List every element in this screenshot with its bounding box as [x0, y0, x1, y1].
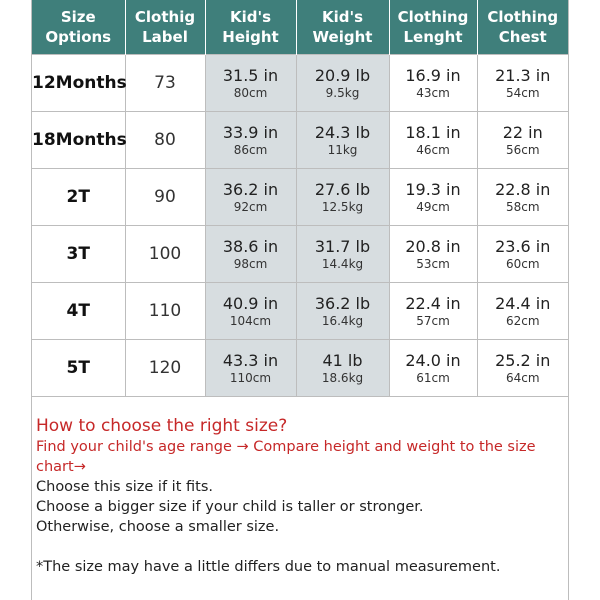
height-cell: 33.9 in 86cm: [204, 111, 297, 169]
guide-line-bigger: Choose a bigger size if your child is ta…: [36, 499, 424, 515]
clothing-label-cell: 100: [124, 225, 206, 283]
guide-step-1-continued: chart→: [36, 459, 86, 475]
weight-cell: 36.2 lb 16.4kg: [295, 282, 390, 340]
header-kids-height: Kid's Height: [204, 0, 296, 55]
height-cell: 43.3 in 110cm: [204, 339, 297, 397]
weight-cell: 31.7 lb 14.4kg: [295, 225, 390, 283]
clothing-label-cell: 120: [124, 339, 206, 397]
size-guide: How to choose the right size? Find your …: [36, 415, 566, 592]
clothing-label-cell: 73: [124, 54, 206, 112]
header-kids-weight: Kid's Weight: [295, 0, 389, 55]
weight-cell: 20.9 lb 9.5kg: [295, 54, 390, 112]
size-option-cell: 2T: [32, 168, 126, 226]
length-cell: 20.8 in 53cm: [388, 225, 478, 283]
table-row: 3T 100 38.6 in 98cm 31.7 lb 14.4kg 20.8 in…: [32, 225, 568, 283]
length-cell: 19.3 in 49cm: [388, 168, 478, 226]
header-clothing-label: Clothig Label: [124, 0, 205, 55]
size-option-cell: 18Months: [32, 111, 127, 169]
guide-line-fits: Choose this size if it fits.: [36, 479, 213, 495]
header-clothing-chest: Clothing Chest: [476, 0, 568, 55]
header-clothing-length: Clothing Lenght: [388, 0, 477, 55]
length-cell: 24.0 in 61cm: [388, 339, 478, 397]
table-row: 12Months 73 31.5 in 80cm 20.9 lb 9.5kg 16.…: [32, 54, 568, 112]
chest-cell: 21.3 in 54cm: [476, 54, 568, 112]
header-size-options: Size Options: [32, 0, 125, 55]
guide-step-1: Find your child's age range → Compare he…: [36, 439, 536, 455]
size-option-cell: 4T: [32, 282, 126, 340]
clothing-label-cell: 80: [124, 111, 206, 169]
height-cell: 40.9 in 104cm: [204, 282, 297, 340]
guide-title: How to choose the right size?: [36, 416, 288, 436]
header-row: Size Options Clothig Label Kid's Height Kid…: [32, 0, 568, 55]
chest-cell: 22.8 in 58cm: [476, 168, 568, 226]
length-cell: 16.9 in 43cm: [388, 54, 478, 112]
chest-cell: 25.2 in 64cm: [476, 339, 568, 397]
height-cell: 31.5 in 80cm: [204, 54, 297, 112]
clothing-label-cell: 110: [124, 282, 206, 340]
chest-cell: 23.6 in 60cm: [476, 225, 568, 283]
length-cell: 18.1 in 46cm: [388, 111, 478, 169]
table-row: 4T 110 40.9 in 104cm 36.2 lb 16.4kg 22.4 i…: [32, 282, 568, 340]
height-cell: 36.2 in 92cm: [204, 168, 297, 226]
weight-cell: 24.3 lb 11kg: [295, 111, 390, 169]
clothing-label-cell: 90: [124, 168, 206, 226]
table-row: 18Months 80 33.9 in 86cm 24.3 lb 11kg 18.1…: [32, 111, 568, 169]
chest-cell: 24.4 in 62cm: [476, 282, 568, 340]
weight-cell: 27.6 lb 12.5kg: [295, 168, 390, 226]
weight-cell: 41 lb 18.6kg: [295, 339, 390, 397]
guide-line-smaller: Otherwise, choose a smaller size.: [36, 519, 280, 535]
size-chart-sheet: Size Options Clothig Label Kid's Height Kid…: [31, 0, 569, 600]
size-option-cell: 12Months: [32, 54, 127, 112]
length-cell: 22.4 in 57cm: [388, 282, 478, 340]
size-option-cell: 3T: [32, 225, 126, 283]
chest-cell: 22 in 56cm: [476, 111, 568, 169]
size-chart-table: Size Options Clothig Label Kid's Height Kid…: [32, 0, 568, 397]
size-option-cell: 5T: [32, 339, 126, 397]
table-row: 2T 90 36.2 in 92cm 27.6 lb 12.5kg 19.3 in 4…: [32, 168, 568, 226]
measurement-note: *The size may have a little differs due …: [36, 559, 501, 575]
height-cell: 38.6 in 98cm: [204, 225, 297, 283]
table-row: 5T 120 43.3 in 110cm 41 lb 18.6kg 24.0 in 6…: [32, 339, 568, 397]
